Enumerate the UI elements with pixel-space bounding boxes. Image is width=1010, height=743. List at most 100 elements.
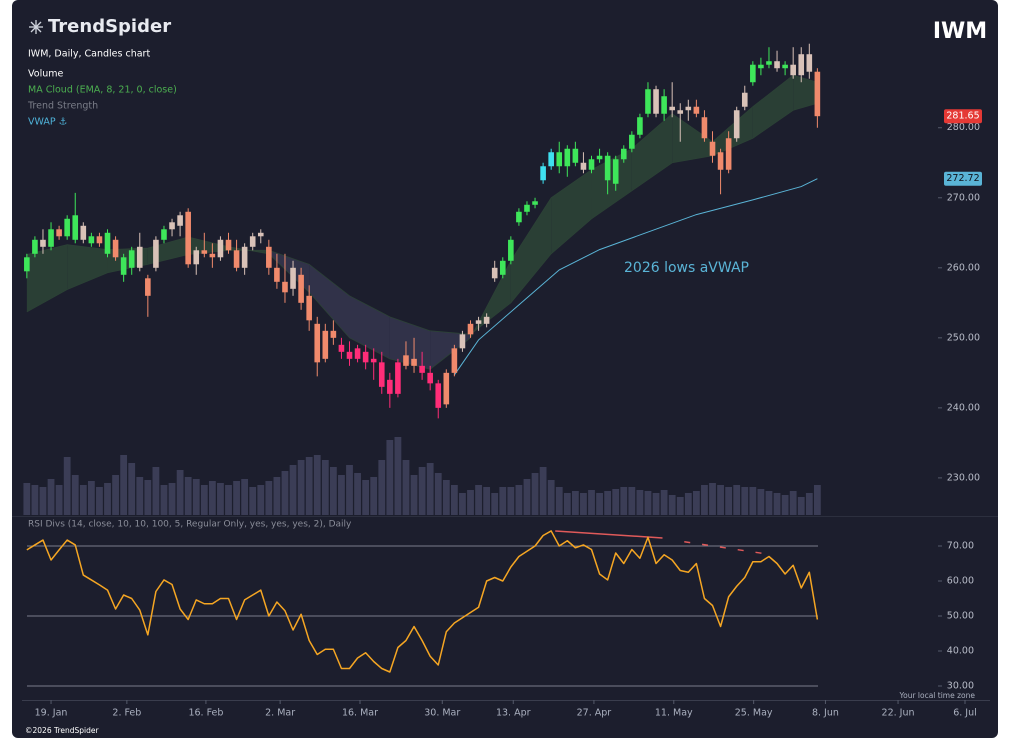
- candle-body: [475, 320, 482, 324]
- candle-body: [161, 229, 167, 240]
- candle-body: [290, 267, 296, 289]
- y-tick-label: 240.00: [947, 402, 980, 413]
- ma-cloud-segment: [712, 106, 753, 156]
- candle-body: [306, 295, 312, 321]
- volume-bar: [491, 493, 499, 515]
- candle-body: [774, 61, 780, 69]
- y-tick-label: 70.00: [947, 541, 974, 552]
- candle-body: [48, 229, 54, 247]
- volume-bar: [370, 477, 378, 515]
- volume-bar: [96, 487, 103, 515]
- y-tick-label: 40.00: [947, 646, 974, 657]
- candle-body: [225, 239, 232, 251]
- candle-body: [419, 365, 425, 373]
- candle-body: [346, 351, 353, 359]
- volume-bar: [757, 489, 765, 515]
- candle-body: [282, 281, 288, 293]
- volume-bar: [475, 485, 482, 515]
- volume-bar: [160, 485, 168, 515]
- candle-body: [491, 267, 498, 279]
- candle-body: [387, 379, 393, 394]
- candle-body: [806, 54, 813, 72]
- y-tick-label: 60.00: [947, 576, 974, 587]
- candle-body: [604, 155, 611, 181]
- volume-bar: [434, 473, 442, 515]
- symbol: IWM: [933, 19, 987, 44]
- volume-bar: [176, 470, 184, 515]
- candle-body: [266, 246, 272, 268]
- candle-body: [112, 239, 119, 258]
- volume-bar: [354, 473, 361, 515]
- candle-body: [233, 250, 240, 268]
- candle-body: [717, 152, 724, 170]
- volume-bar: [555, 487, 563, 515]
- volume-bar: [208, 481, 216, 515]
- volume-bar: [741, 487, 749, 515]
- candle-body: [72, 215, 79, 240]
- x-tick-label: 22. Jun: [882, 708, 915, 719]
- volume-bar: [467, 490, 474, 515]
- candle-body: [798, 54, 805, 76]
- ma-cloud-segment: [510, 197, 552, 303]
- volume-bar: [144, 480, 152, 515]
- candle-body: [411, 358, 417, 366]
- volume-bar: [563, 493, 571, 515]
- candle-body: [88, 236, 95, 244]
- candle-body: [750, 64, 756, 83]
- volume-bar: [781, 495, 789, 515]
- volume-bar: [507, 487, 515, 515]
- candle-body: [330, 330, 337, 338]
- candle-body: [338, 344, 345, 352]
- volume-bar: [813, 485, 821, 515]
- x-tick-label: 2. Mar: [265, 708, 295, 719]
- volume-bar: [418, 467, 426, 515]
- volume-bar: [217, 483, 224, 515]
- y-tick-label: 30.00: [947, 681, 974, 692]
- timezone-note: Your local time zone: [899, 691, 976, 700]
- candle-body: [241, 246, 248, 268]
- candle-body: [459, 334, 466, 349]
- candle-body: [354, 348, 361, 359]
- volume-bar: [321, 460, 329, 515]
- volume-bar: [394, 437, 402, 515]
- legend-trend-strength: Trend Strength: [27, 101, 98, 112]
- candle-body: [588, 159, 595, 170]
- x-tick-label: 16. Feb: [188, 708, 223, 719]
- volume-bar: [265, 481, 273, 515]
- volume-bar: [281, 471, 289, 515]
- volume-bar: [749, 487, 757, 515]
- volume-bar: [426, 463, 434, 515]
- candle-body: [516, 211, 522, 223]
- y-tick-label: 270.00: [947, 192, 980, 203]
- candle-body: [56, 229, 62, 237]
- volume-bar: [797, 497, 805, 515]
- x-tick-label: 19. Jan: [35, 708, 68, 719]
- volume-bar: [725, 487, 733, 515]
- last-price-label: 281.65: [946, 111, 979, 122]
- volume-bar: [297, 460, 305, 515]
- candle-body: [629, 134, 635, 149]
- volume-bar: [63, 457, 71, 515]
- candle-body: [298, 274, 304, 303]
- volume-bar: [580, 493, 587, 515]
- candle-body: [209, 253, 216, 258]
- volume-bar: [660, 490, 668, 515]
- candle-body: [362, 351, 369, 363]
- candle-body: [790, 64, 796, 76]
- logo: TrendSpider: [48, 16, 171, 37]
- candle-body: [451, 348, 458, 373]
- candle-body: [596, 155, 603, 160]
- volume-bar: [23, 483, 31, 515]
- candle-body: [709, 141, 716, 156]
- candle-body: [443, 372, 450, 405]
- candle-body: [314, 323, 321, 363]
- candle-body: [645, 89, 651, 114]
- candle-body: [249, 236, 256, 247]
- volume-bar: [644, 491, 652, 515]
- volume-bar: [112, 475, 119, 515]
- ma-cloud-segment: [67, 244, 108, 290]
- ma-cloud-segment: [591, 148, 632, 219]
- candle-body: [612, 159, 619, 184]
